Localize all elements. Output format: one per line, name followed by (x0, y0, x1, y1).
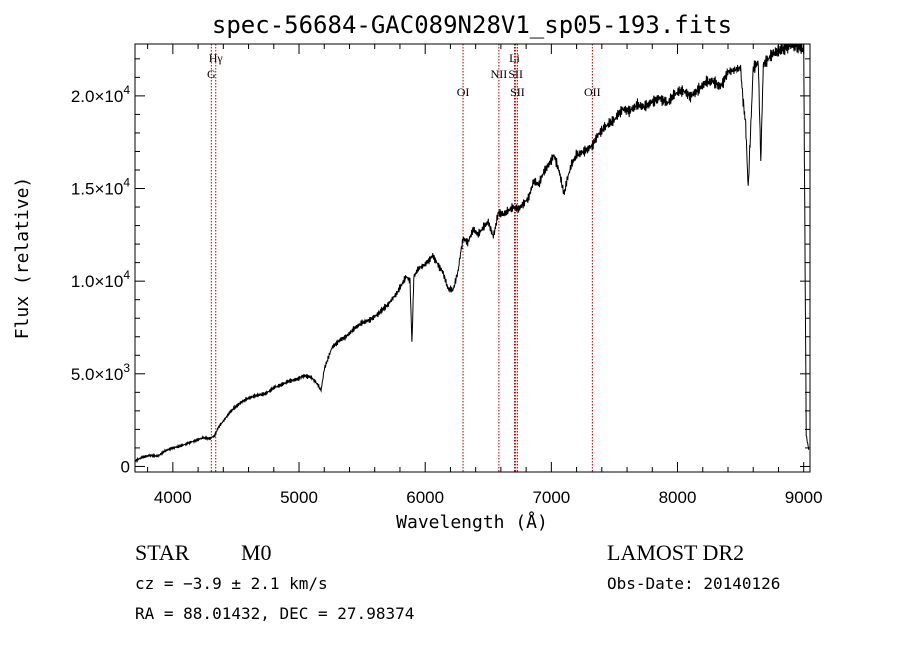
chart-title: spec-56684-GAC089N28V1_sp05-193.fits (212, 11, 732, 39)
line-label: OI (457, 85, 470, 99)
x-tick-label: 6000 (406, 488, 444, 507)
x-tick-label: 9000 (785, 488, 823, 507)
observation-date: Obs-Date: 20140126 (607, 574, 780, 593)
x-tick-label: 8000 (659, 488, 697, 507)
x-tick-label: 5000 (280, 488, 318, 507)
spectrum-series (135, 44, 810, 463)
survey-name: LAMOST DR2 (607, 540, 744, 565)
object-class: STAR (135, 540, 190, 565)
y-tick-label: 2.0×104 (71, 83, 130, 106)
y-tick-mantissa: 2.0×10 (71, 87, 123, 106)
y-tick-mantissa: 5.0×10 (71, 365, 123, 384)
y-axis-label: Flux (relative) (12, 177, 33, 340)
y-tick-exponent: 3 (123, 361, 130, 375)
y-tick-label: 1.0×104 (71, 268, 130, 291)
line-label: SII (508, 67, 523, 81)
x-axis-label: Wavelength (Å) (396, 511, 548, 533)
y-tick-exponent: 4 (123, 176, 130, 190)
line-label: Li (509, 51, 520, 65)
redshift-readout: cz = −3.9 ± 2.1 km/s (135, 574, 328, 593)
x-tick-label: 4000 (154, 488, 192, 507)
line-label: OII (584, 85, 601, 99)
line-label: SII (510, 85, 525, 99)
y-tick-exponent: 4 (123, 83, 130, 97)
line-label: Hγ (209, 51, 224, 65)
line-label: G (207, 67, 216, 81)
y-tick-label: 0 (121, 457, 130, 476)
y-tick-mantissa: 1.5×10 (71, 180, 123, 199)
y-tick-exponent: 4 (123, 268, 130, 282)
y-tick-label: 1.5×104 (71, 176, 130, 199)
coordinates-readout: RA = 88.01432, DEC = 27.98374 (135, 604, 414, 623)
x-axis-ticks: 4000 5000 6000 7000 8000 9000 (147, 44, 823, 507)
spectrum-line (135, 44, 810, 463)
y-tick-mantissa: 1.0×10 (71, 272, 123, 291)
plot-frame (134, 43, 811, 473)
x-tick-label: 7000 (532, 488, 570, 507)
y-tick-label: 5.0×103 (71, 361, 130, 384)
line-label: NII (491, 67, 508, 81)
object-subclass: M0 (241, 540, 272, 565)
